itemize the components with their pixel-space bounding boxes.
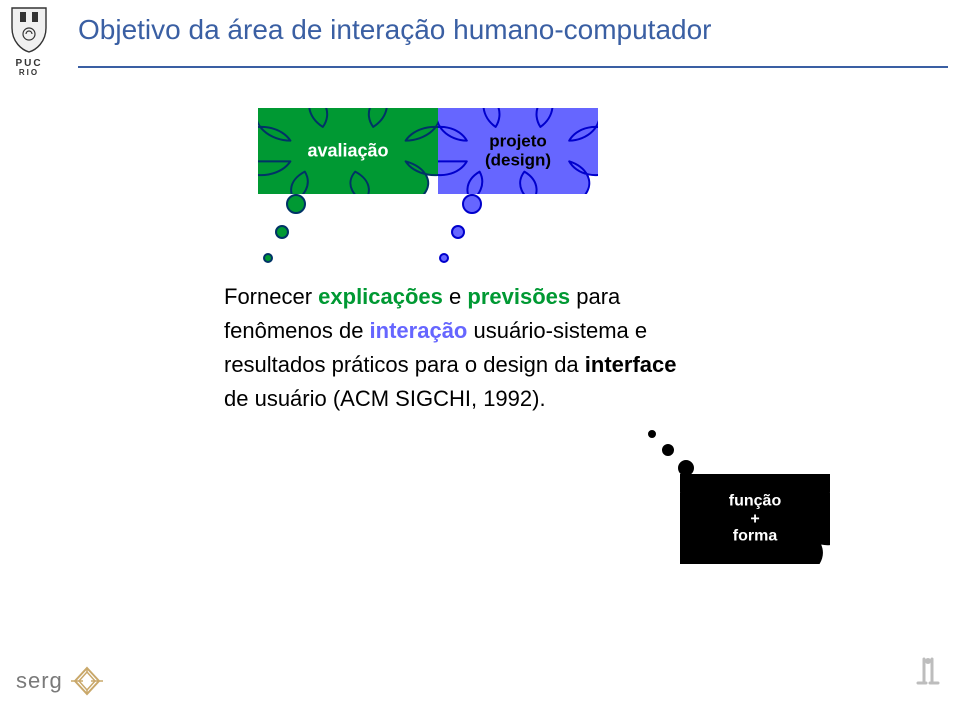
body-t2: explicações — [318, 284, 443, 309]
cloud-funcao: função + forma — [680, 474, 830, 564]
thought-bubble — [286, 194, 306, 214]
thought-bubble — [462, 194, 482, 214]
thought-bubble — [275, 225, 289, 239]
thought-bubble — [662, 444, 674, 456]
body-t6: fenômenos de — [224, 318, 370, 343]
cloud-label-projeto: projeto (design) — [438, 132, 598, 169]
corner-mark-icon — [914, 655, 942, 696]
cloud-label-funcao: função + forma — [680, 493, 830, 546]
body-t7: interação — [370, 318, 468, 343]
thought-bubble — [263, 253, 273, 263]
body-t8: usuário-sistema e — [467, 318, 647, 343]
body-t5: para — [570, 284, 620, 309]
thought-bubble — [678, 460, 694, 476]
thought-bubble — [648, 430, 656, 438]
puc-logo: PUC RIO — [8, 6, 50, 78]
title-divider — [78, 66, 948, 68]
body-t3: e — [443, 284, 467, 309]
thought-bubble — [439, 253, 449, 263]
body-t4: previsões — [467, 284, 570, 309]
shield-icon — [8, 6, 50, 54]
page-title: Objetivo da área de interação humano-com… — [78, 14, 712, 46]
cloud-label-avaliacao: avaliação — [258, 141, 438, 162]
logo-text-rio: RIO — [15, 69, 42, 78]
body-t9: resultados práticos para o design da — [224, 352, 585, 377]
thought-bubble — [451, 225, 465, 239]
body-t10: interface — [585, 352, 677, 377]
body-paragraph: Fornecer explicações e previsões para fe… — [224, 280, 744, 416]
serg-diamond-icon — [69, 666, 105, 696]
body-t1: Fornecer — [224, 284, 318, 309]
cloud-avaliacao: avaliação — [258, 108, 438, 194]
serg-logo: serg — [16, 666, 105, 696]
body-t11: de usuário (ACM SIGCHI, 1992). — [224, 386, 546, 411]
cloud-projeto: projeto (design) — [438, 108, 598, 194]
serg-text: serg — [16, 668, 63, 694]
